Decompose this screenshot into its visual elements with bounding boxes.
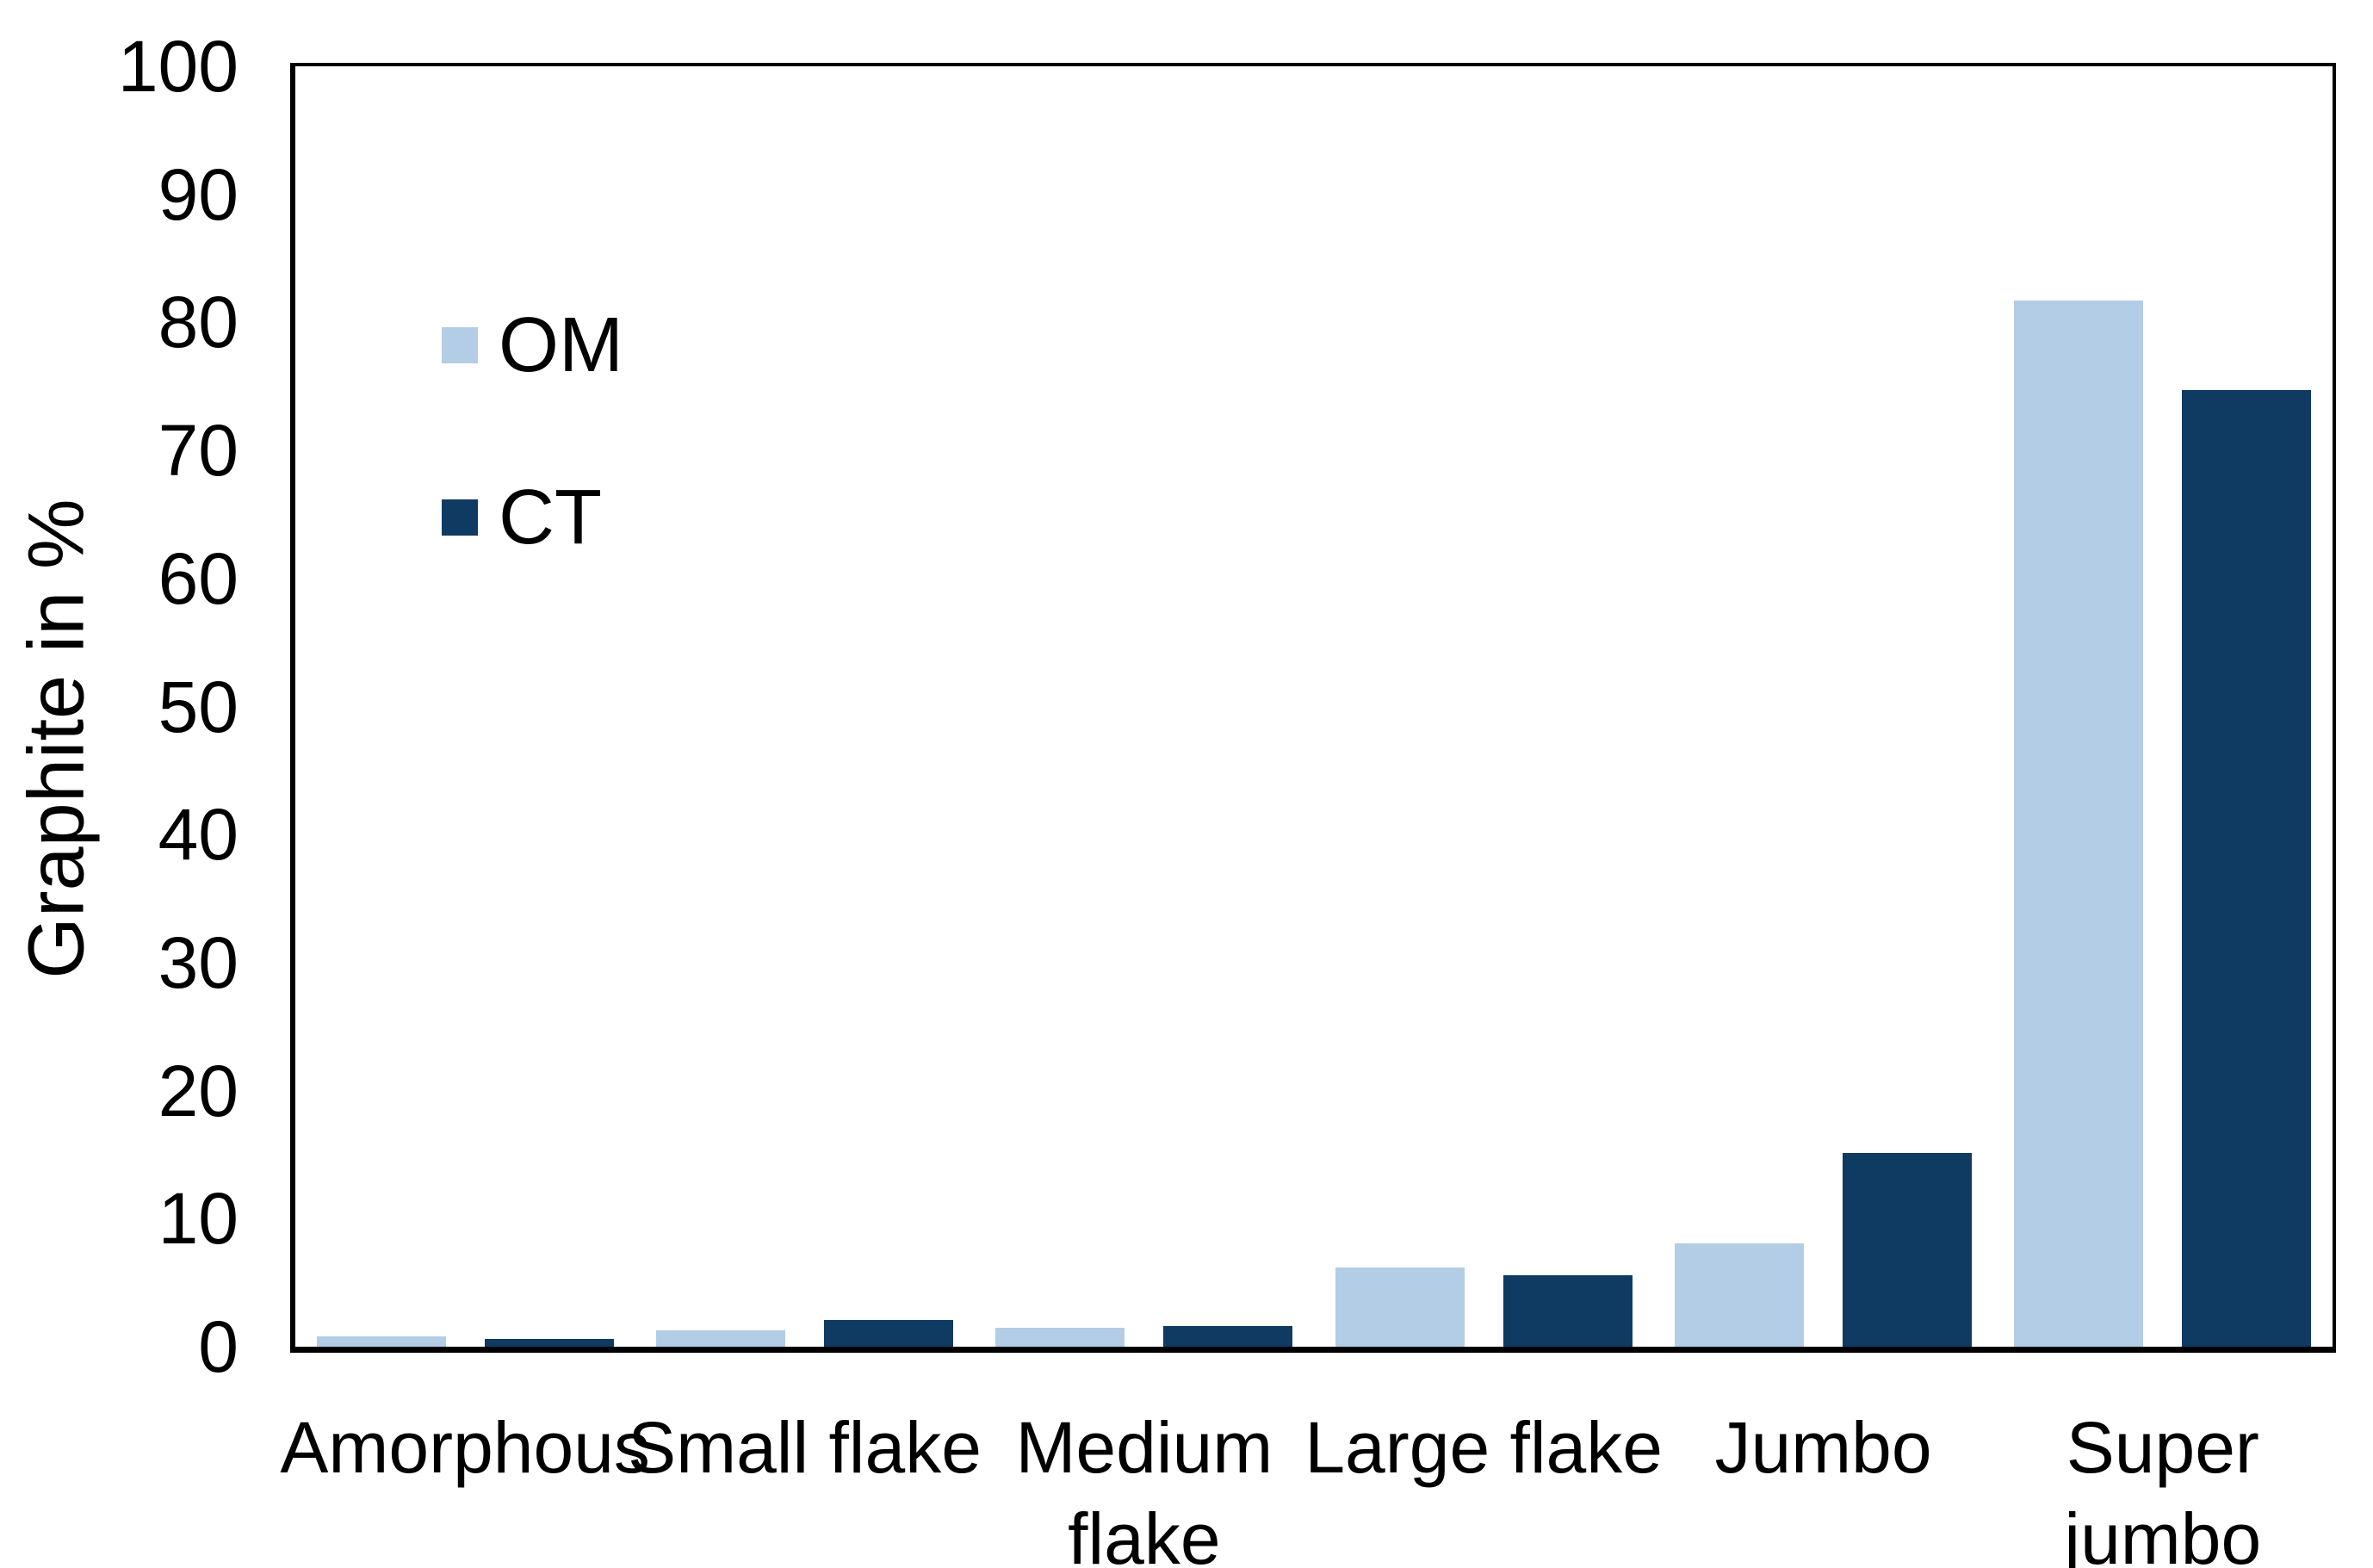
bar-om-super-jumbo bbox=[2014, 301, 2144, 1347]
x-tick-label-line: Large flake bbox=[1304, 1407, 1663, 1488]
legend-swatch-ct-icon bbox=[442, 499, 478, 536]
x-tick-label-jumbo: Jumbo bbox=[1600, 1402, 2048, 1493]
y-tick-label: 30 bbox=[158, 921, 239, 1003]
legend-label-ct: CT bbox=[499, 474, 602, 561]
legend-item-ct: CT bbox=[442, 476, 602, 559]
bar-ct-super-jumbo bbox=[2182, 390, 2312, 1347]
bar-om-large-flake bbox=[1335, 1267, 1465, 1347]
y-tick-label: 50 bbox=[158, 666, 239, 747]
y-tick-label: 40 bbox=[158, 794, 239, 876]
y-tick-label: 0 bbox=[198, 1306, 239, 1387]
x-tick-label-line: Amorphous bbox=[280, 1407, 650, 1488]
y-tick-label: 100 bbox=[117, 26, 239, 107]
bar-om-medium-flake bbox=[995, 1328, 1125, 1347]
legend-label-om: OM bbox=[499, 302, 623, 388]
x-tick-label-line: Medium bbox=[1015, 1407, 1273, 1488]
y-tick-label: 20 bbox=[158, 1050, 239, 1131]
bar-ct-large-flake bbox=[1502, 1275, 1633, 1347]
bar-ct-medium-flake bbox=[1163, 1326, 1293, 1347]
legend-swatch-om-icon bbox=[442, 327, 478, 363]
y-tick-label: 60 bbox=[158, 537, 239, 619]
bar-om-amorphous bbox=[316, 1336, 446, 1347]
plot-area bbox=[290, 63, 2336, 1353]
x-tick-label-medium-flake: Medium flake bbox=[920, 1402, 1368, 1568]
bar-ct-small-flake bbox=[824, 1320, 953, 1347]
x-tick-label-line: flake bbox=[1068, 1498, 1221, 1568]
x-tick-label-super-jumbo: Super jumbo bbox=[1939, 1402, 2373, 1568]
bar-ct-amorphous bbox=[484, 1339, 614, 1347]
y-tick-label: 10 bbox=[158, 1178, 239, 1260]
legend-item-om: OM bbox=[442, 304, 623, 387]
x-tick-label-line: Jumbo bbox=[1714, 1407, 1932, 1488]
x-tick-label-line: jumbo bbox=[2064, 1498, 2262, 1568]
x-tick-label-large-flake: Large flake bbox=[1260, 1402, 1707, 1493]
y-tick-label: 70 bbox=[158, 410, 239, 492]
x-tick-label-line: Super bbox=[2066, 1407, 2259, 1488]
bar-om-jumbo bbox=[1675, 1243, 1804, 1347]
bar-om-small-flake bbox=[656, 1330, 785, 1347]
y-tick-label: 90 bbox=[158, 153, 239, 235]
bar-ct-jumbo bbox=[1843, 1153, 1972, 1347]
x-tick-label-amorphous: Amorphous bbox=[241, 1402, 689, 1493]
x-tick-label-small-flake: Small flake bbox=[581, 1402, 1029, 1493]
y-tick-label: 80 bbox=[158, 282, 239, 363]
x-tick-label-line: Small flake bbox=[628, 1407, 982, 1488]
